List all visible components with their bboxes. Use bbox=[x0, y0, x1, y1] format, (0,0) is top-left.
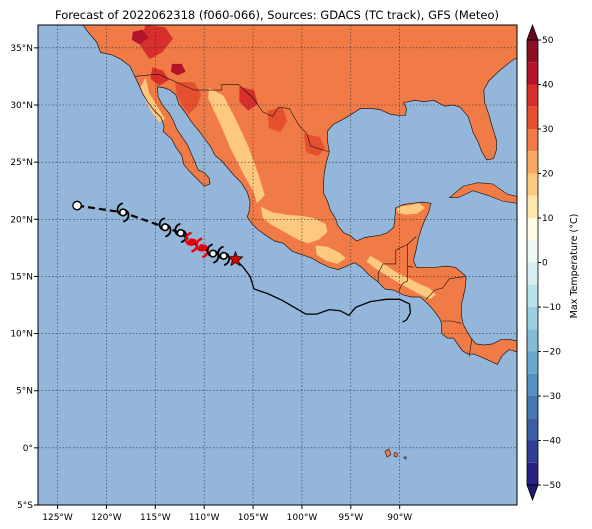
colorbar-band bbox=[527, 262, 538, 285]
land-temperature-field bbox=[82, 25, 517, 460]
country-borders bbox=[134, 73, 473, 357]
y-tick-label: 20°N bbox=[10, 215, 33, 225]
colorbar-extend-top bbox=[526, 23, 539, 41]
cool-region-yucatan-coast bbox=[396, 203, 426, 215]
y-tick-label: 25°N bbox=[10, 158, 33, 168]
colorbar-band bbox=[527, 329, 538, 352]
cyclone-track bbox=[72, 200, 412, 323]
hot-region-gulf-coast bbox=[303, 133, 326, 157]
colorbar-tick-label: 30 bbox=[542, 125, 554, 135]
galapagos-island-3 bbox=[402, 456, 407, 460]
x-tick-label: 100°W bbox=[287, 513, 318, 523]
tropical-storm-symbol bbox=[158, 217, 172, 238]
longitude-axis: 125°W 120°W 115°W 110°W 105°W 100°W 95°W 90°W bbox=[42, 505, 412, 523]
colorbar-tick-label: 10 bbox=[542, 214, 554, 224]
colorbar-tick-label: −10 bbox=[542, 303, 561, 313]
cool-region-central-mexico bbox=[260, 206, 328, 244]
galapagos-island-1 bbox=[384, 448, 392, 458]
figure-title: Forecast of 2022062318 (f060-066), Sourc… bbox=[55, 8, 499, 22]
colorbar-band bbox=[527, 462, 538, 485]
cool-region-baja bbox=[140, 77, 166, 123]
y-tick-label: 5°N bbox=[16, 387, 33, 397]
temperature-colorbar: 50 40 30 20 10 0 −10 −20 −30 −40 −50 bbox=[526, 23, 561, 502]
y-tick-label: 30°N bbox=[10, 101, 33, 111]
colorbar-extend-bottom bbox=[526, 484, 539, 502]
x-tick-label: 105°W bbox=[238, 513, 269, 523]
colorbar-band bbox=[527, 151, 538, 174]
y-tick-label: 35°N bbox=[10, 44, 33, 54]
colorbar-tick-label: −20 bbox=[542, 348, 561, 358]
colorbar-band bbox=[527, 84, 538, 107]
colorbar-band bbox=[527, 195, 538, 218]
latitude-axis: 35°N 30°N 25°N 20°N 15°N 10°N 5°N 0° 5°S bbox=[10, 44, 38, 511]
extreme-region-mojave bbox=[131, 29, 149, 45]
current-position-star bbox=[227, 250, 244, 267]
colorbar-tick-label: 40 bbox=[542, 81, 554, 91]
extreme-region-gila bbox=[170, 63, 186, 76]
x-tick-label: 125°W bbox=[42, 513, 73, 523]
colorbar-band bbox=[527, 62, 538, 85]
coastline bbox=[82, 25, 517, 365]
colorbar-band bbox=[527, 40, 538, 63]
tropical-storm-symbol bbox=[206, 243, 220, 264]
colorbar-band bbox=[527, 418, 538, 441]
lat-lon-gridlines bbox=[38, 25, 517, 505]
y-tick-label: 15°N bbox=[10, 272, 33, 282]
nicaragua-costa-rica-border bbox=[441, 320, 462, 324]
colorbar-label: Max Temperature (°C) bbox=[569, 214, 580, 319]
honduras-nicaragua-border bbox=[425, 276, 467, 300]
cuba-island bbox=[448, 182, 517, 204]
colorbar-band bbox=[527, 284, 538, 307]
forecast-end-marker bbox=[72, 200, 83, 211]
x-tick-label: 90°W bbox=[387, 513, 412, 523]
colorbar-tick-label: 20 bbox=[542, 170, 554, 180]
x-tick-label: 95°W bbox=[338, 513, 363, 523]
x-tick-label: 115°W bbox=[140, 513, 171, 523]
colorbar-band bbox=[527, 218, 538, 241]
us-mexico-border bbox=[134, 73, 330, 153]
x-tick-label: 110°W bbox=[189, 513, 220, 523]
y-tick-label: 0° bbox=[23, 444, 33, 454]
map-panel bbox=[38, 25, 517, 505]
colorbar-tick-label: −40 bbox=[542, 437, 561, 447]
galapagos-island-2 bbox=[393, 451, 399, 458]
very-hot-region-southwest bbox=[139, 25, 173, 60]
y-tick-label: 5°S bbox=[17, 501, 33, 511]
colorbar-tick-label: 0 bbox=[542, 259, 548, 269]
tropical-storm-symbol bbox=[217, 245, 231, 266]
colorbar-band bbox=[527, 440, 538, 463]
colorbar-band bbox=[527, 173, 538, 196]
cool-region-chiapas-guatemala bbox=[366, 255, 436, 300]
colorbar-band bbox=[527, 129, 538, 152]
hot-region-coahuila bbox=[267, 107, 288, 133]
colorbar-tick-label: 50 bbox=[542, 36, 554, 46]
tropical-storm-symbol bbox=[116, 202, 130, 223]
map-frame bbox=[37, 24, 518, 506]
colorbar-tick-label: −30 bbox=[542, 392, 561, 402]
y-tick-label: 10°N bbox=[10, 330, 33, 340]
cool-region-sierra-madre-sur bbox=[315, 245, 346, 264]
observed-track-line bbox=[235, 258, 412, 323]
colorbar-band bbox=[527, 240, 538, 263]
colorbar-band bbox=[527, 396, 538, 419]
guatemala-honduras-border bbox=[398, 266, 408, 292]
colorbar-band bbox=[527, 106, 538, 129]
costa-rica-panama-border bbox=[468, 338, 473, 357]
x-tick-label: 120°W bbox=[91, 513, 122, 523]
colorbar-band bbox=[527, 373, 538, 396]
cool-region-sierra-madre-occ bbox=[208, 87, 265, 204]
colorbar-band bbox=[527, 307, 538, 330]
colorbar-band bbox=[527, 351, 538, 374]
colorbar-tick-label: −50 bbox=[542, 481, 561, 491]
